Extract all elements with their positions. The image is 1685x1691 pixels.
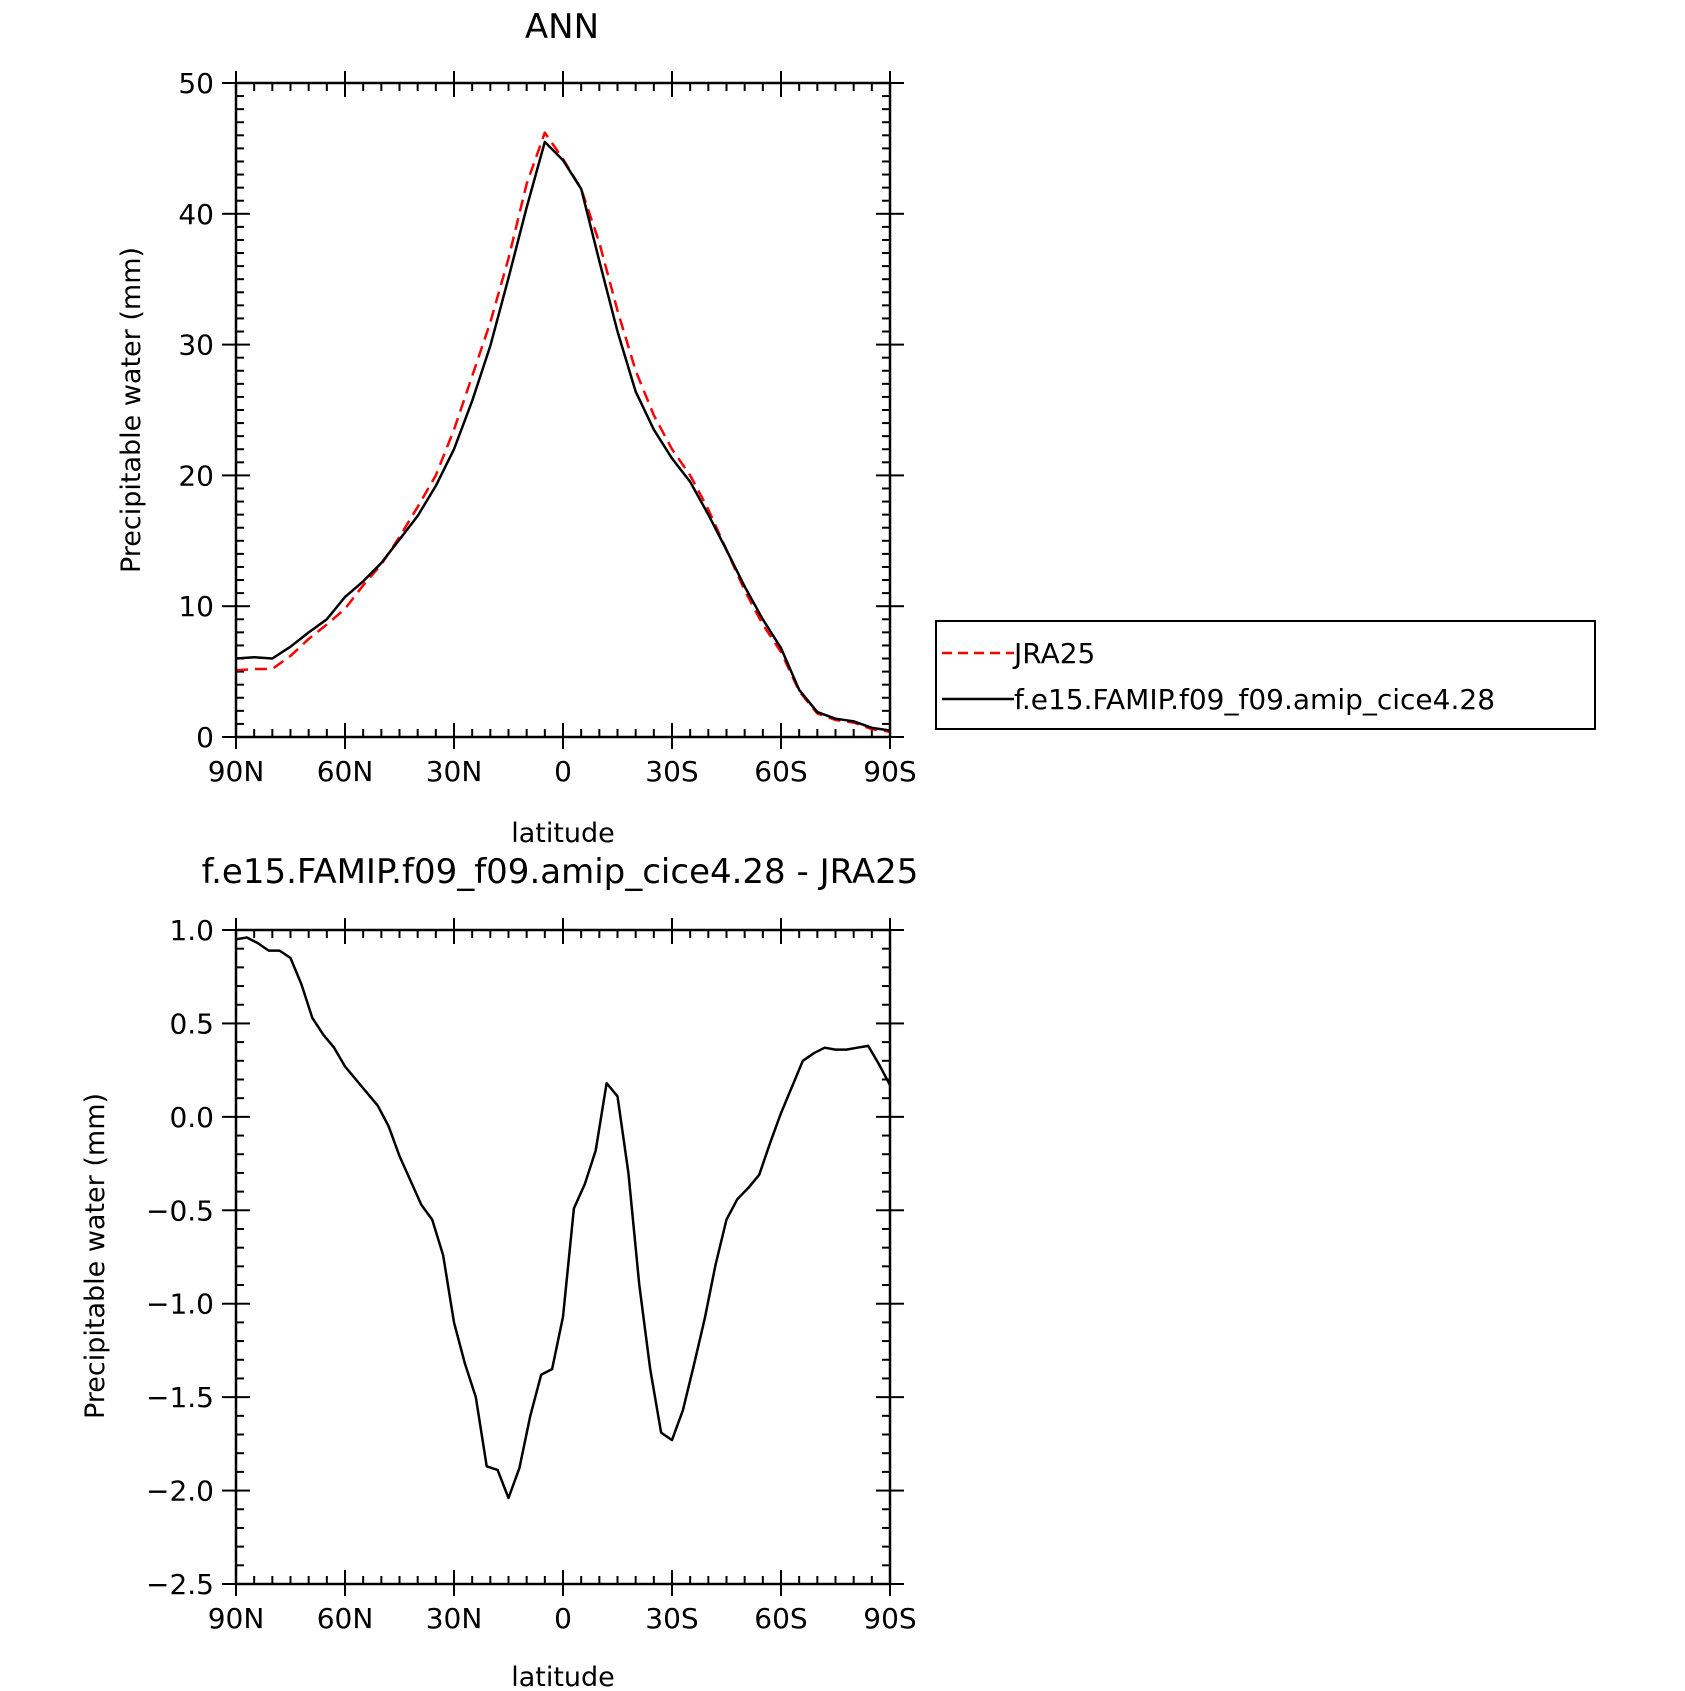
x-tick-label: 60S <box>754 1602 807 1635</box>
y-tick-label: −1.5 <box>146 1381 214 1414</box>
y-tick-label: 1.0 <box>169 914 214 947</box>
y-tick-label: 10 <box>178 590 214 623</box>
bottom-panel-y-axis-label: Precipitable water (mm) <box>80 1093 111 1419</box>
top-panel-ticks <box>222 71 904 749</box>
top-panel-title: ANN <box>525 7 599 47</box>
y-tick-label: −0.5 <box>146 1194 214 1227</box>
top-panel-y-axis-label: Precipitable water (mm) <box>116 247 147 573</box>
bottom-panel-title: f.e15.FAMIP.f09_f09.amip_cice4.28 - JRA2… <box>202 852 919 892</box>
y-tick-label: 40 <box>178 198 214 231</box>
y-tick-label: 0 <box>196 721 214 754</box>
y-tick-label: −2.0 <box>146 1475 214 1508</box>
legend: JRA25 f.e15.FAMIP.f09_f09.amip_cice4.28 <box>935 620 1596 730</box>
bottom-panel-tick-labels: 90N 60N 30N 0 30S 60S 90S −2.5 −2.0 −1.5 −1.0 −0.5 0… <box>146 914 917 1635</box>
y-tick-label: −1.0 <box>146 1288 214 1321</box>
y-tick-label: 0.5 <box>169 1007 214 1040</box>
x-tick-label: 30N <box>426 1602 483 1635</box>
x-tick-label: 30N <box>426 755 483 788</box>
x-tick-label: 90N <box>208 755 265 788</box>
top-panel-frame <box>234 81 892 739</box>
bottom-panel-frame <box>234 928 892 1586</box>
bottom-panel-ticks <box>222 918 904 1596</box>
bottom-panel: f.e15.FAMIP.f09_f09.amip_cice4.28 - JRA2… <box>80 852 918 1691</box>
x-tick-label: 60N <box>317 1602 374 1635</box>
top-panel-series <box>235 131 891 734</box>
bottom-panel-series <box>235 936 892 1500</box>
top-panel: ANN 90N 60N 30N 0 30S 60S 90S 0 10 20 30 40 50 latit… <box>116 7 917 849</box>
top-panel-x-axis-label: latitude <box>511 818 615 849</box>
x-tick-label: 90S <box>863 1602 916 1635</box>
x-tick-label: 90N <box>208 1602 265 1635</box>
legend-label-model: f.e15.FAMIP.f09_f09.amip_cice4.28 <box>1014 683 1495 716</box>
legend-label-jra25: JRA25 <box>1012 637 1095 670</box>
y-tick-label: −2.5 <box>146 1568 214 1601</box>
x-tick-label: 30S <box>645 1602 698 1635</box>
x-tick-label: 0 <box>554 755 572 788</box>
y-tick-label: 30 <box>178 329 214 362</box>
legend-box <box>935 620 1596 730</box>
f-e15-famip-f09-f09-amip-cice4-28-series-line <box>235 140 891 732</box>
y-tick-label: 0.0 <box>169 1101 214 1134</box>
x-tick-label: 60S <box>754 755 807 788</box>
x-tick-label: 60N <box>317 755 374 788</box>
x-tick-label: 30S <box>645 755 698 788</box>
x-tick-label: 0 <box>554 1602 572 1635</box>
jra25-series-line <box>235 131 891 734</box>
top-panel-tick-labels: 90N 60N 30N 0 30S 60S 90S 0 10 20 30 40 50 <box>178 67 916 788</box>
y-tick-label: 20 <box>178 459 214 492</box>
bottom-panel-x-axis-label: latitude <box>511 1662 615 1691</box>
x-tick-label: 90S <box>863 755 916 788</box>
difference-series-line <box>235 936 892 1500</box>
y-tick-label: 50 <box>178 67 214 100</box>
